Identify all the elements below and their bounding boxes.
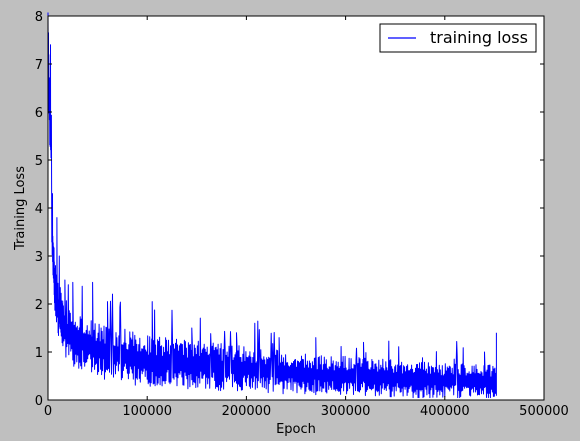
- y-tick-label: 6: [35, 106, 43, 121]
- y-tick-label: 1: [35, 346, 43, 361]
- y-axis-label: Training Loss: [13, 166, 28, 251]
- x-tick-label: 200000: [222, 404, 272, 419]
- y-tick-label: 7: [35, 58, 43, 73]
- x-tick-label: 100000: [122, 404, 172, 419]
- legend: training loss: [379, 23, 537, 53]
- y-tick-label: 5: [35, 154, 43, 169]
- y-tick-label: 8: [35, 10, 43, 25]
- y-tick-label: 2: [35, 298, 43, 313]
- x-tick-label: 400000: [420, 404, 470, 419]
- y-tick-label: 3: [35, 250, 43, 265]
- x-tick-label: 500000: [519, 404, 569, 419]
- series-layer: [47, 12, 497, 399]
- x-tick-label: 0: [44, 404, 52, 419]
- y-tick-label: 0: [35, 394, 43, 409]
- series-line-training-loss: [47, 12, 497, 399]
- ticks-layer: 0 100000 200000 300000 400000 500000 0 1 2 3 4 5 6 7 8: [35, 10, 569, 419]
- plot-area: [48, 16, 544, 400]
- y-tick-label: 4: [35, 202, 43, 217]
- x-axis-label: Epoch: [276, 422, 316, 437]
- legend-label-training-loss: training loss: [430, 28, 528, 47]
- x-tick-label: 300000: [321, 404, 371, 419]
